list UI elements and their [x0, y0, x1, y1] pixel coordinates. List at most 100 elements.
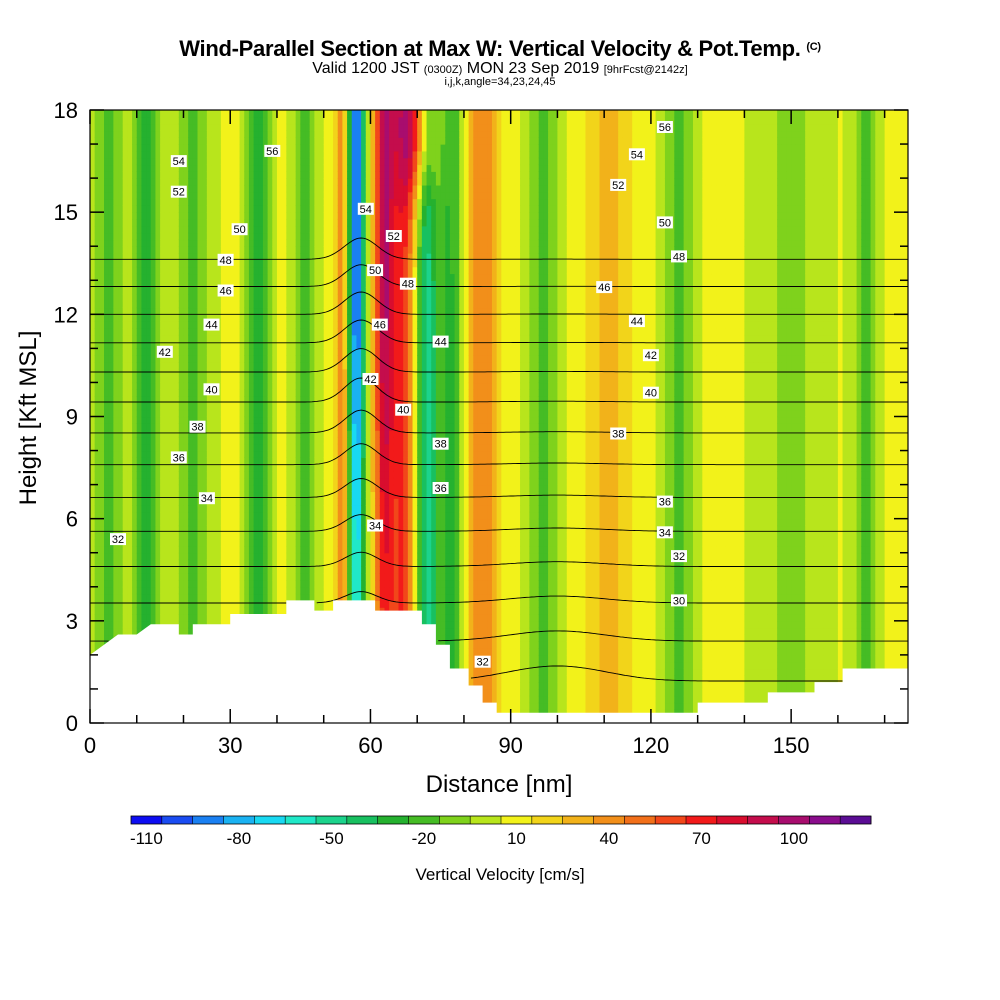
- w-cell: [141, 178, 147, 186]
- w-cell: [234, 436, 241, 445]
- w-cell: [127, 239, 133, 247]
- w-cell: [192, 212, 199, 220]
- w-cell: [309, 593, 315, 601]
- w-cell: [136, 470, 143, 479]
- w-cell: [337, 593, 344, 601]
- w-cell: [118, 375, 124, 384]
- w-cell: [192, 327, 199, 336]
- w-cell: [239, 171, 245, 179]
- w-cell: [333, 484, 339, 493]
- w-cell: [141, 484, 147, 493]
- w-cell: [328, 409, 334, 418]
- w-cell: [188, 614, 194, 622]
- w-cell: [122, 246, 128, 254]
- w-cell: [94, 600, 100, 608]
- w-cell: [281, 280, 287, 288]
- w-cell: [300, 484, 306, 493]
- w-cell: [258, 110, 264, 118]
- w-cell: [333, 164, 339, 172]
- w-cell: [234, 212, 241, 220]
- w-cell: [183, 307, 189, 315]
- w-cell: [160, 293, 166, 302]
- w-cell: [211, 552, 217, 561]
- w-cell: [272, 539, 278, 547]
- w-cell: [192, 178, 199, 186]
- w-cell: [94, 396, 100, 404]
- w-cell: [183, 150, 189, 159]
- w-cell: [248, 280, 255, 288]
- w-cell: [342, 178, 348, 186]
- w-cell: [281, 477, 287, 486]
- w-cell: [300, 368, 306, 377]
- w-cell: [337, 362, 344, 370]
- w-cell: [160, 566, 166, 574]
- w-cell: [342, 198, 348, 206]
- w-cell: [174, 150, 180, 159]
- w-cell: [328, 382, 334, 390]
- w-cell: [225, 150, 231, 159]
- w-cell: [211, 430, 217, 438]
- w-cell: [188, 525, 194, 533]
- w-cell: [342, 396, 348, 404]
- w-cell: [164, 579, 171, 588]
- w-cell: [333, 184, 339, 193]
- w-cell: [197, 218, 203, 227]
- w-cell: [164, 157, 171, 166]
- w-cell: [192, 334, 199, 343]
- w-cell: [337, 253, 344, 261]
- w-cell: [319, 150, 325, 159]
- w-cell: [258, 293, 264, 302]
- w-cell: [253, 225, 259, 234]
- w-cell: [178, 116, 185, 125]
- w-cell: [99, 137, 105, 145]
- w-cell: [337, 389, 344, 397]
- w-cell: [104, 450, 110, 458]
- w-cell: [328, 280, 334, 288]
- w-cell: [319, 511, 325, 520]
- w-cell: [94, 477, 100, 486]
- w-cell: [136, 484, 143, 493]
- w-cell: [281, 116, 287, 125]
- w-cell: [99, 300, 105, 309]
- w-cell: [160, 178, 166, 186]
- w-cell: [300, 443, 306, 452]
- w-cell: [108, 525, 114, 533]
- w-cell: [239, 198, 245, 206]
- w-cell: [244, 525, 250, 533]
- w-cell: [333, 362, 339, 370]
- w-cell: [319, 253, 325, 261]
- w-cell: [333, 116, 339, 125]
- w-cell: [267, 525, 273, 533]
- w-cell: [99, 178, 105, 186]
- w-cell: [253, 450, 259, 458]
- w-cell: [155, 368, 161, 377]
- w-cell: [239, 586, 245, 595]
- w-cell: [323, 559, 329, 567]
- w-cell: [328, 566, 334, 574]
- w-cell: [253, 321, 259, 329]
- w-cell: [239, 450, 245, 458]
- w-cell: [99, 593, 105, 601]
- w-cell: [323, 157, 329, 166]
- w-cell: [333, 525, 339, 533]
- w-cell: [155, 341, 161, 349]
- w-cell: [192, 511, 199, 520]
- w-cell: [253, 545, 259, 554]
- w-cell: [183, 368, 189, 377]
- w-cell: [94, 144, 100, 152]
- w-cell: [258, 607, 264, 615]
- w-cell: [104, 539, 110, 547]
- w-cell: [94, 239, 100, 247]
- w-cell: [286, 539, 292, 547]
- w-cell: [281, 389, 287, 397]
- w-cell: [183, 212, 189, 220]
- w-cell: [164, 266, 171, 275]
- w-cell: [337, 505, 344, 513]
- w-cell: [146, 232, 152, 241]
- w-cell: [262, 130, 269, 138]
- w-cell: [99, 498, 105, 506]
- w-cell: [319, 600, 325, 608]
- w-cell: [174, 593, 180, 601]
- w-cell: [309, 150, 315, 159]
- w-cell: [188, 416, 194, 424]
